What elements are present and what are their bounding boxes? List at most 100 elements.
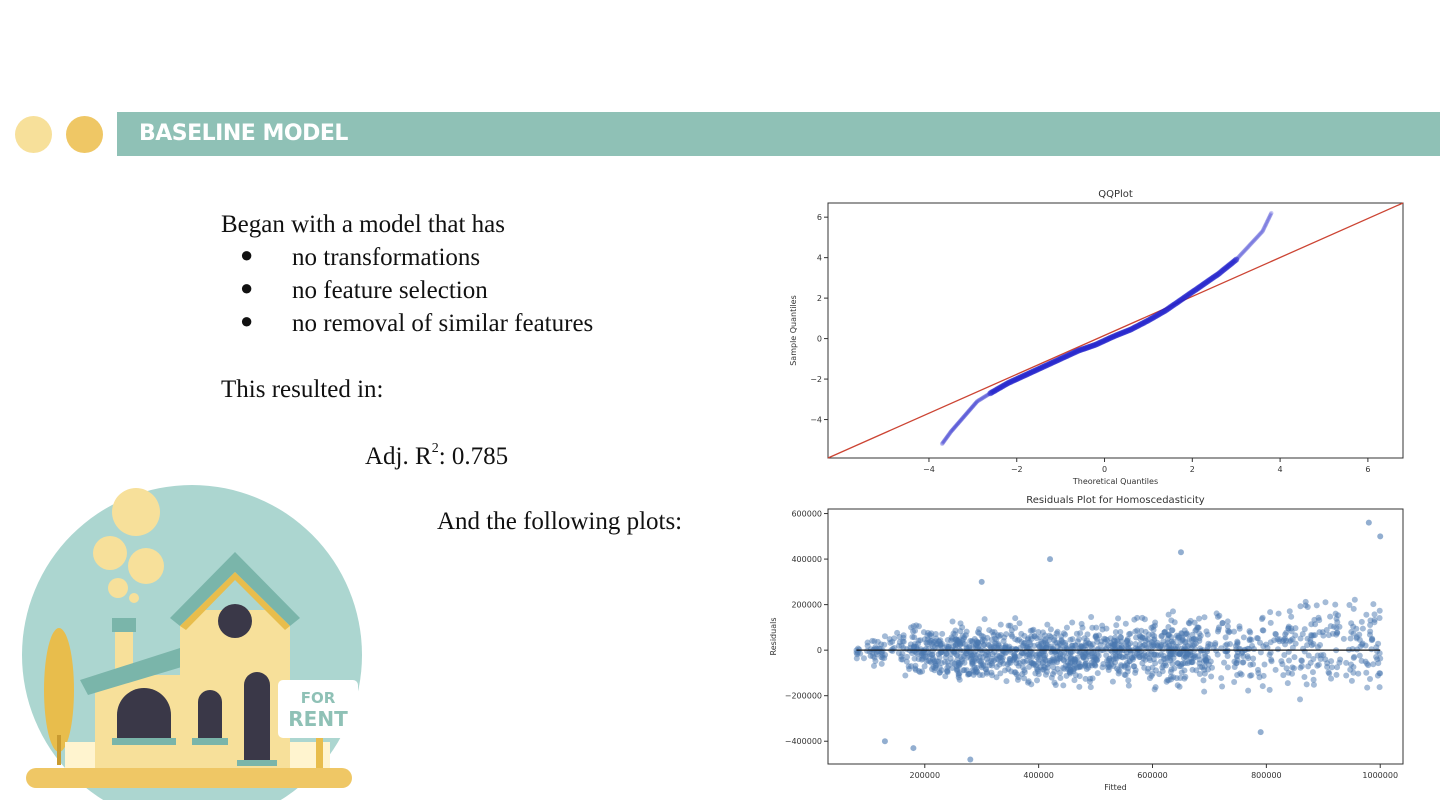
qq-point — [952, 425, 957, 430]
residual-point — [1160, 652, 1167, 659]
residual-point — [1094, 656, 1101, 663]
residual-point — [911, 655, 918, 662]
residual-point — [1136, 641, 1143, 648]
residual-point — [904, 653, 911, 660]
qq-point — [966, 409, 971, 414]
residual-point — [1297, 696, 1304, 703]
qq-point — [959, 417, 964, 422]
residual-point — [1283, 637, 1290, 644]
residual-point — [1022, 642, 1029, 649]
residual-point — [956, 640, 963, 647]
residual-point — [947, 655, 954, 662]
residual-point — [1303, 681, 1310, 688]
residual-point — [1239, 659, 1246, 666]
residual-point — [1115, 666, 1122, 673]
residual-point — [971, 664, 978, 671]
residual-point — [1259, 627, 1266, 634]
house-for-rent-illustration: FOR RENT — [22, 485, 362, 800]
residual-point — [957, 628, 964, 635]
residual-point — [1168, 617, 1175, 624]
residual-point — [1071, 661, 1078, 668]
x-axis-label: Fitted — [1104, 783, 1127, 792]
residual-point — [1194, 624, 1201, 631]
residual-point — [976, 672, 983, 679]
qq-point — [964, 411, 969, 416]
residual-point — [1280, 672, 1287, 679]
qq-point — [1267, 214, 1272, 220]
residual-point — [1047, 626, 1054, 633]
residual-point — [1245, 655, 1252, 662]
residual-point — [1007, 659, 1014, 666]
residual-point — [926, 639, 933, 646]
residual-point — [1247, 629, 1254, 636]
residual-point — [1305, 652, 1312, 659]
front-door — [244, 672, 270, 762]
residual-point — [1218, 675, 1225, 682]
residual-point — [1226, 628, 1233, 635]
residual-point — [1234, 657, 1241, 664]
qq-point — [1262, 225, 1267, 230]
residual-point — [1147, 651, 1154, 658]
x-tick-label: 400000 — [1023, 771, 1054, 780]
residual-point — [1125, 682, 1132, 689]
bullet-text: no removal of similar features — [292, 310, 594, 337]
residual-point — [1186, 636, 1193, 643]
residual-point — [1182, 660, 1189, 667]
residual-point — [881, 738, 888, 745]
residual-point — [1196, 660, 1203, 667]
residual-point — [1246, 636, 1253, 643]
residual-point — [1276, 638, 1283, 645]
qq-point — [1248, 242, 1253, 247]
qq-point — [950, 427, 955, 432]
residual-point — [1150, 627, 1157, 634]
residual-point — [1328, 658, 1335, 665]
residual-point — [1332, 610, 1339, 617]
residual-point — [1060, 682, 1067, 689]
y-tick-label: 200000 — [791, 601, 822, 610]
residual-point — [1165, 611, 1172, 618]
qq-point — [1252, 237, 1258, 242]
qq-point — [1251, 238, 1257, 243]
residual-point — [912, 665, 919, 672]
qq-point — [971, 403, 976, 408]
qq-point — [1241, 249, 1246, 254]
residual-point — [1071, 677, 1078, 684]
fence-left — [65, 742, 95, 772]
qq-point — [941, 439, 946, 445]
residual-point — [1108, 661, 1115, 668]
residual-point — [945, 662, 952, 669]
residual-point — [1036, 643, 1043, 650]
residual-point — [1005, 666, 1012, 673]
residual-point — [1203, 657, 1210, 664]
residual-point — [1166, 651, 1173, 658]
residual-point — [1292, 632, 1299, 639]
residual-point — [1281, 652, 1288, 659]
residual-point — [1028, 633, 1035, 640]
residual-point — [1278, 658, 1285, 665]
residual-point — [1301, 674, 1308, 681]
qq-point — [1239, 251, 1245, 256]
chart-title: QQPlot — [1098, 189, 1133, 200]
residual-point — [1314, 652, 1321, 659]
x-tick-label: 600000 — [1137, 771, 1168, 780]
residual-point — [1283, 665, 1290, 672]
qq-point — [956, 420, 961, 426]
residual-point — [1097, 642, 1104, 649]
residual-point — [1358, 657, 1365, 664]
residual-point — [1213, 610, 1220, 617]
round-window — [218, 604, 252, 638]
x-tick-label: 0 — [1102, 465, 1107, 474]
residual-point — [895, 650, 902, 657]
residual-point — [1254, 666, 1261, 673]
residual-point — [1189, 631, 1196, 638]
qq-point — [955, 421, 960, 426]
residual-point — [1096, 632, 1103, 639]
qq-point — [1236, 254, 1242, 259]
residual-point — [1077, 630, 1084, 637]
qq-point — [1260, 227, 1266, 233]
residuals-plot-chart: Residuals Plot for Homoscedasticity 20000… — [770, 495, 1404, 792]
residual-point — [944, 667, 951, 674]
qq-point — [963, 412, 969, 417]
qq-point — [1257, 232, 1262, 237]
qq-point — [1268, 212, 1273, 217]
